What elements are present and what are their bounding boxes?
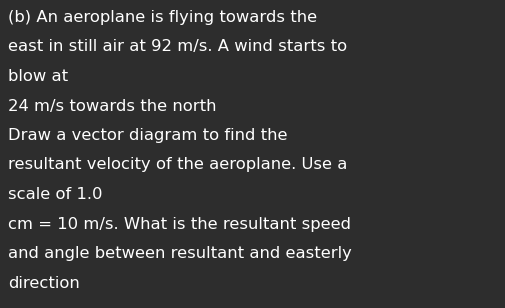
Text: blow at: blow at — [8, 69, 68, 84]
Text: cm = 10 m/s. What is the resultant speed: cm = 10 m/s. What is the resultant speed — [8, 217, 350, 232]
Text: east in still air at 92 m/s. A wind starts to: east in still air at 92 m/s. A wind star… — [8, 39, 346, 55]
Text: (b) An aeroplane is flying towards the: (b) An aeroplane is flying towards the — [8, 10, 317, 25]
Text: direction: direction — [8, 275, 80, 290]
Text: and angle between resultant and easterly: and angle between resultant and easterly — [8, 246, 351, 261]
Text: 24 m/s towards the north: 24 m/s towards the north — [8, 99, 216, 114]
Text: resultant velocity of the aeroplane. Use a: resultant velocity of the aeroplane. Use… — [8, 157, 347, 172]
Text: Draw a vector diagram to find the: Draw a vector diagram to find the — [8, 128, 287, 143]
Text: scale of 1.0: scale of 1.0 — [8, 187, 103, 202]
